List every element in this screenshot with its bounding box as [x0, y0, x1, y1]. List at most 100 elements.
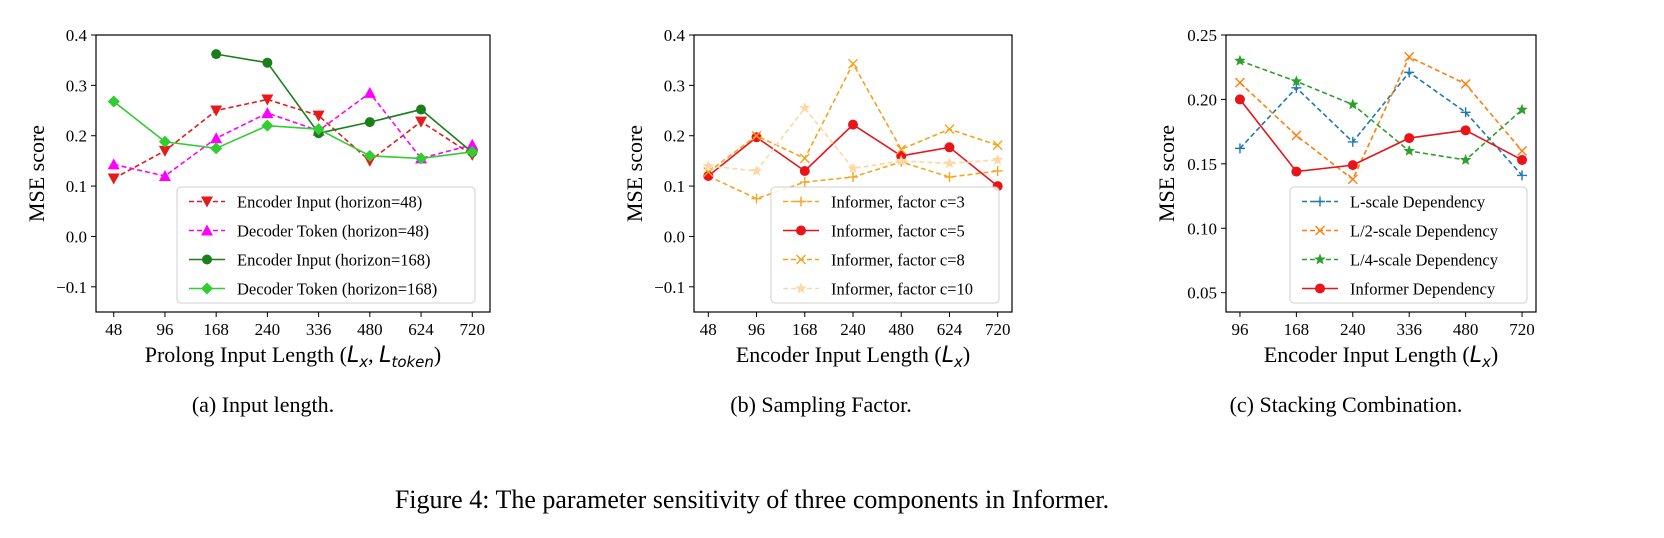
plot-frame: [95, 34, 491, 313]
data-point: [364, 117, 375, 128]
y-tick-label: 0.1: [66, 177, 87, 196]
x-label-xlabel-close: ): [1491, 342, 1498, 367]
series-line: [1239, 55, 1523, 181]
data-point: [896, 144, 907, 155]
data-point: [1234, 94, 1245, 105]
data-point: [799, 177, 810, 188]
data-point: [1460, 107, 1471, 118]
y-axis-label: MSE score: [1154, 125, 1179, 222]
data-point: [1234, 54, 1246, 66]
x-tick-label: 48: [105, 320, 122, 339]
data-point: [262, 57, 273, 68]
x-tick-label: 48: [700, 320, 717, 339]
legend-item: L-scale Dependency: [1302, 193, 1486, 212]
legend-label: Informer, factor c=10: [831, 280, 973, 299]
x-tick-label: 336: [306, 320, 332, 339]
y-tick-label: 0.2: [664, 127, 685, 146]
x-tick-label: 624: [937, 320, 963, 339]
legend-label: L/2-scale Dependency: [1350, 222, 1499, 241]
y-tick-label: 0.20: [1187, 90, 1217, 109]
figure-caption: Figure 4: The parameter sensitivity of t…: [395, 485, 1109, 514]
legend-label: Informer Dependency: [1350, 280, 1496, 299]
data-point: [751, 132, 762, 143]
data-point: [750, 164, 763, 176]
legend-label: Encoder Input (horizon=168): [237, 251, 431, 270]
x-label-xlabel-main: Encoder Input Length (: [736, 342, 942, 367]
chart-panel-3: 0.05 0.10 0.15 0.20 0.25 96 168 240 336 480 720 MSE…: [1154, 26, 1537, 417]
x-axis-label: Encoder Input Length (Lx): [1264, 342, 1498, 371]
data-point: [107, 173, 120, 185]
legend-item: Decoder Token (horizon=48): [189, 222, 429, 241]
legend-label: Decoder Token (horizon=48): [237, 222, 429, 241]
legend-item: L/2-scale Dependency: [1302, 222, 1499, 241]
legend: Encoder Input (horizon=48) Decoder Token …: [176, 186, 476, 304]
data-point: [210, 132, 223, 144]
x-tick-label: 480: [357, 320, 383, 339]
series-line: [707, 62, 998, 173]
data-point: [1460, 125, 1471, 136]
x-tick-label: 336: [1396, 320, 1422, 339]
legend-box: [770, 186, 1000, 304]
series-1: [1234, 67, 1528, 181]
data-point: [107, 158, 120, 170]
x-tick-label: 96: [748, 320, 765, 339]
x-tick-label: 240: [840, 320, 866, 339]
data-point: [848, 119, 858, 130]
data-point: [1517, 154, 1528, 165]
data-point: [1517, 170, 1528, 181]
data-point: [1347, 160, 1358, 171]
chart-panel-2: −0.1 0.0 0.1 0.2 0.3 0.4 48 96 168 240 480 624 720 MS…: [622, 26, 1013, 417]
x-tick-label: 624: [408, 320, 434, 339]
y-tick-label: 0.3: [664, 76, 685, 95]
series-3: [703, 58, 1003, 177]
y-tick-label: 0.3: [66, 76, 87, 95]
y-tick-label: 0.05: [1187, 284, 1217, 303]
series-line: [1239, 98, 1523, 173]
legend-item: Decoder Token (horizon=168): [189, 280, 437, 299]
y-tick-label: 0.10: [1187, 219, 1217, 238]
x-label-xlabel-sym1: L: [347, 343, 359, 368]
legend-label: L-scale Dependency: [1350, 193, 1486, 212]
legend-marker: [1315, 225, 1325, 236]
chart-panels: −0.1 0.0 0.1 0.2 0.3 0.4 48 96 168 240 336 480 624 72…: [24, 26, 1537, 417]
x-tick-label: 168: [203, 320, 229, 339]
data-point: [895, 154, 907, 166]
legend-marker: [201, 224, 213, 236]
series-4: [107, 95, 479, 165]
data-point: [944, 124, 955, 135]
data-point: [992, 165, 1003, 176]
x-axis-label: Prolong Input Length (Lx, Ltoken): [145, 342, 442, 371]
data-point: [1291, 166, 1302, 177]
y-tick-label: 0.4: [66, 26, 88, 45]
x-tick-label: 240: [255, 320, 281, 339]
legend-marker: [795, 282, 807, 294]
legend-box: [1289, 186, 1528, 304]
x-tick-label: 96: [1231, 320, 1248, 339]
y-tick-label: 0.0: [66, 227, 87, 246]
data-point: [848, 58, 858, 69]
legend-item: L/4-scale Dependency: [1302, 251, 1499, 270]
data-point: [1234, 143, 1245, 154]
series-line: [113, 91, 473, 177]
data-point: [1460, 78, 1471, 89]
data-point: [1234, 77, 1245, 88]
data-point: [1404, 51, 1415, 62]
x-label-xlabel-close: ): [434, 342, 441, 367]
data-point: [466, 145, 479, 158]
x-label-xlabel-sub1: x: [953, 353, 963, 371]
legend-label: L/4-scale Dependency: [1350, 251, 1499, 270]
x-axis-label: Encoder Input Length (Lx): [736, 342, 970, 371]
series-line: [113, 98, 473, 180]
series-4: [702, 102, 1004, 176]
x-tick-label: 240: [1340, 320, 1366, 339]
y-tick-label: −0.1: [654, 278, 685, 297]
series-3: [1234, 54, 1528, 165]
data-point: [158, 170, 171, 182]
x-label-xlabel-sub1: x: [358, 353, 368, 371]
data-point: [702, 159, 715, 171]
plot-frame: [1225, 34, 1537, 313]
data-point: [415, 152, 428, 165]
x-label-xlabel-sym1: L: [1470, 343, 1482, 368]
data-point: [363, 86, 376, 98]
legend: Informer, factor c=3 Informer, factor c=5…: [770, 186, 1000, 304]
